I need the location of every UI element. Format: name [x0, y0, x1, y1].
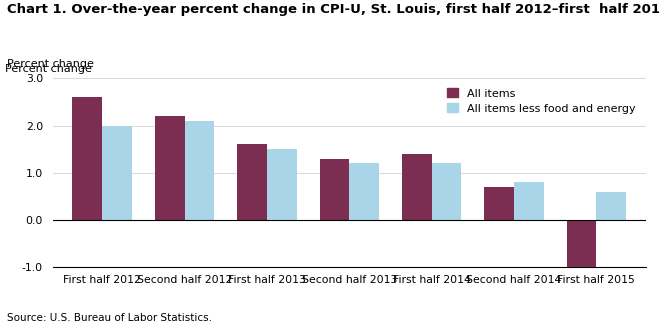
Bar [320, 159, 349, 220]
Bar [72, 97, 102, 220]
Bar [102, 126, 132, 220]
Bar [155, 116, 185, 220]
Text: Percent change: Percent change [7, 59, 94, 69]
Bar [402, 154, 432, 220]
Text: Source: U.S. Bureau of Labor Statistics.: Source: U.S. Bureau of Labor Statistics. [7, 313, 212, 323]
Bar [432, 163, 461, 220]
Text: Chart 1. Over-the-year percent change in CPI-U, St. Louis, first half 2012–first: Chart 1. Over-the-year percent change in… [7, 3, 659, 16]
Bar [237, 144, 267, 220]
Bar [484, 187, 514, 220]
Bar [567, 220, 596, 267]
Bar [514, 182, 544, 220]
Bar [596, 192, 626, 220]
Bar [185, 121, 214, 220]
Bar [349, 163, 379, 220]
Legend: All items, All items less food and energy: All items, All items less food and energ… [443, 84, 641, 118]
Bar [267, 149, 297, 220]
Text: Percent change: Percent change [5, 65, 92, 74]
